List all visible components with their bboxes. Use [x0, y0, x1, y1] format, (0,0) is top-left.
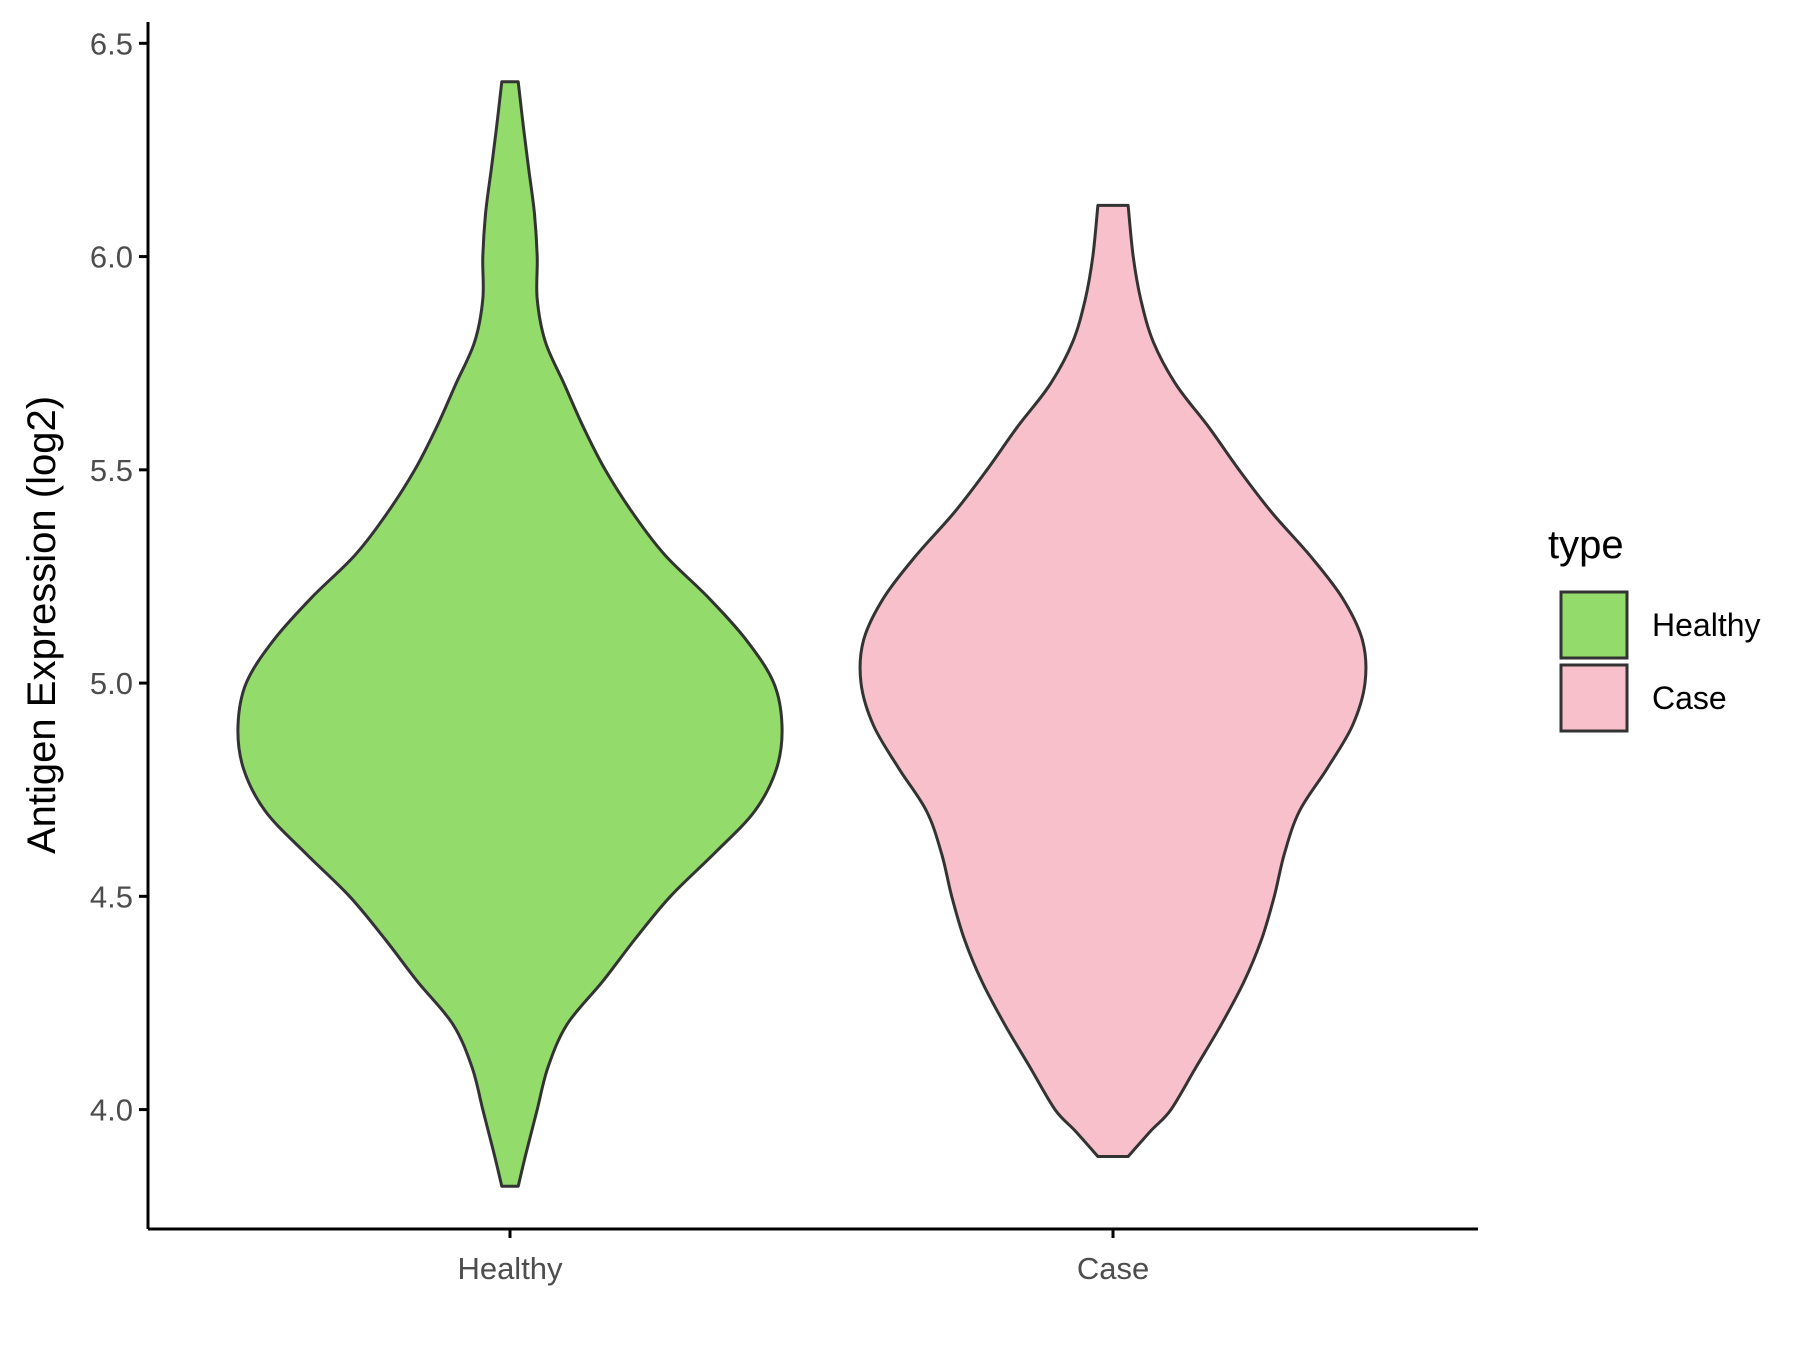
- violin-case: [858, 203, 1368, 1158]
- x-ticks: Healthy Case: [457, 1229, 1149, 1286]
- legend-title: type: [1548, 523, 1624, 567]
- legend-key-healthy: [1559, 590, 1629, 660]
- y-ticks: 4.0 4.5 5.0 5.5 6.0 6.5: [90, 26, 148, 1128]
- x-tick-label: Case: [1077, 1251, 1149, 1286]
- y-tick-label: 6.5: [90, 26, 133, 61]
- legend-label: Healthy: [1652, 607, 1761, 643]
- y-tick-label: 4.5: [90, 879, 133, 914]
- y-axis-title: Antigen Expression (log2): [20, 396, 64, 854]
- legend: Healthy Case: [1559, 590, 1761, 733]
- legend-label: Case: [1652, 680, 1727, 716]
- y-tick-label: 6.0: [90, 240, 133, 275]
- y-tick-label: 5.5: [90, 453, 133, 488]
- legend-key-case: [1559, 663, 1629, 733]
- y-tick-label: 4.0: [90, 1093, 133, 1128]
- violin-layer: [236, 80, 1368, 1188]
- y-tick-label: 5.0: [90, 666, 133, 701]
- x-tick-label: Healthy: [457, 1251, 563, 1286]
- violin-healthy: [236, 80, 784, 1188]
